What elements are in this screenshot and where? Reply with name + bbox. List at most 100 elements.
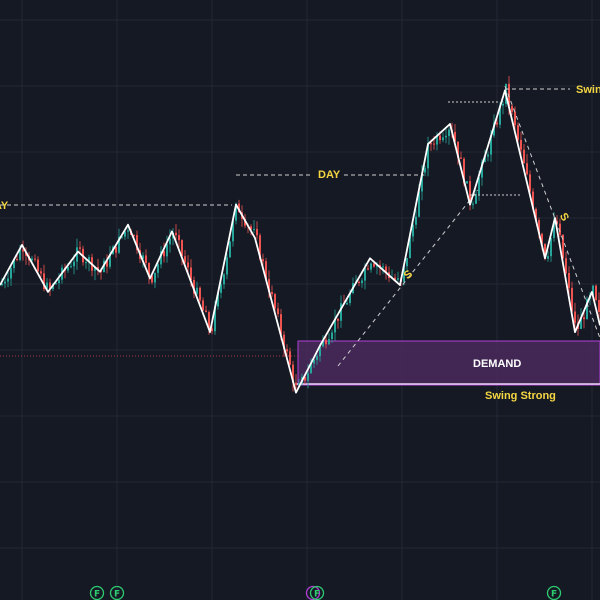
candle-bullish	[109, 254, 111, 267]
candle-bearish	[37, 259, 39, 272]
candle-bullish	[253, 228, 255, 230]
candle-bearish	[520, 139, 522, 150]
candle-bearish	[163, 251, 165, 257]
candle-bullish	[127, 230, 129, 232]
candle-bearish	[514, 111, 516, 126]
labels-group: DAY DAY Swin S S DEMAND Swing Strong	[0, 84, 600, 402]
candle-bearish	[181, 240, 183, 257]
candle-bullish	[55, 283, 57, 285]
candle-bearish	[532, 191, 534, 209]
candle-bearish	[460, 157, 462, 159]
candle-bearish	[598, 300, 600, 312]
candle-bullish	[19, 249, 21, 260]
candle-bullish	[421, 172, 423, 192]
structure-line-up	[337, 189, 479, 367]
candle-bullish	[328, 338, 330, 345]
candle-bearish	[277, 308, 279, 315]
candle-bearish	[133, 235, 135, 236]
candle-bullish	[13, 259, 15, 269]
candle-bearish	[373, 263, 375, 267]
candle-bullish	[316, 356, 318, 360]
candle-bearish	[274, 294, 276, 309]
candle-bullish	[94, 267, 96, 271]
candle-bullish	[322, 339, 324, 347]
candle-bullish	[214, 306, 216, 332]
structure-line-down	[504, 85, 600, 339]
candle-bullish	[232, 220, 234, 242]
candle-bearish	[271, 292, 273, 295]
candle-bearish	[244, 218, 246, 226]
candle-bullish	[412, 224, 414, 237]
candle-bearish	[523, 149, 525, 164]
candle-bearish	[394, 277, 396, 280]
swing-strong-label: Swing Strong	[485, 390, 556, 402]
candle-bullish	[466, 181, 468, 184]
swing-label-top: Swin	[576, 84, 600, 96]
candle-bullish	[478, 177, 480, 195]
candle-bullish	[580, 317, 582, 329]
candle-bullish	[370, 263, 372, 270]
candle-bullish	[346, 303, 348, 305]
candle-bullish	[472, 203, 474, 205]
candle-bullish	[403, 266, 405, 282]
candle-bearish	[145, 255, 147, 263]
candle-bearish	[190, 267, 192, 280]
marker-2-text: F	[114, 590, 120, 600]
candle-bearish	[148, 263, 150, 276]
candle-bullish	[85, 262, 87, 264]
candle-bearish	[568, 273, 570, 288]
candle-bearish	[571, 287, 573, 312]
candle-bearish	[178, 235, 180, 241]
candle-bullish	[481, 162, 483, 178]
candle-bullish	[490, 135, 492, 155]
candle-bullish	[382, 266, 384, 268]
candle-bearish	[457, 141, 459, 158]
candle-bearish	[16, 259, 18, 260]
candle-bullish	[1, 283, 3, 286]
candle-bullish	[415, 216, 417, 225]
candle-bullish	[487, 154, 489, 157]
candle-bearish	[379, 264, 381, 267]
candle-bullish	[448, 129, 450, 136]
candle-bearish	[433, 143, 435, 145]
candle-bullish	[361, 280, 363, 283]
candle-bullish	[319, 346, 321, 357]
candle-bullish	[349, 293, 351, 303]
candle-bullish	[553, 221, 555, 238]
demand-zone-group	[296, 340, 600, 386]
candle-bearish	[259, 235, 261, 260]
candle-bullish	[169, 238, 171, 245]
candle-bearish	[556, 221, 558, 224]
candle-bullish	[220, 284, 222, 293]
candle-bearish	[22, 249, 24, 252]
candle-bullish	[418, 191, 420, 217]
candle-bullish	[442, 137, 444, 141]
candle-bullish	[406, 258, 408, 267]
candle-bearish	[280, 314, 282, 335]
candle-bearish	[439, 135, 441, 141]
candle-bearish	[559, 223, 561, 235]
candle-bullish	[124, 231, 126, 237]
candle-bearish	[286, 349, 288, 352]
candle-bullish	[67, 267, 69, 271]
candle-bearish	[541, 233, 543, 244]
candle-bearish	[538, 220, 540, 234]
candle-bullish	[229, 241, 231, 258]
candles-group	[1, 76, 600, 392]
candle-bearish	[205, 310, 207, 313]
candle-bullish	[70, 266, 72, 268]
candle-bearish	[115, 246, 117, 253]
marker-3-text: F	[314, 590, 320, 600]
candle-bullish	[7, 278, 9, 282]
candle-bearish	[337, 318, 339, 321]
candle-bullish	[10, 268, 12, 279]
candle-bullish	[121, 236, 123, 238]
candle-bearish	[265, 261, 267, 280]
candle-bearish	[40, 271, 42, 274]
candle-bearish	[199, 287, 201, 301]
candle-bullish	[157, 264, 159, 273]
candle-bullish	[118, 236, 120, 253]
candle-bullish	[154, 272, 156, 283]
candle-bearish	[49, 282, 51, 289]
candle-bullish	[445, 135, 447, 138]
